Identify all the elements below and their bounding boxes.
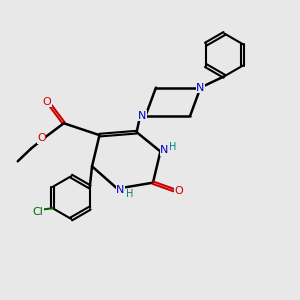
Text: N: N (160, 145, 169, 155)
Text: O: O (43, 97, 51, 107)
Text: N: N (138, 111, 146, 121)
Text: N: N (116, 185, 124, 195)
Text: H: H (125, 189, 133, 199)
Text: H: H (169, 142, 177, 152)
Text: O: O (37, 133, 46, 143)
Text: N: N (196, 82, 205, 93)
Text: O: O (175, 186, 183, 196)
Text: Cl: Cl (32, 207, 43, 217)
